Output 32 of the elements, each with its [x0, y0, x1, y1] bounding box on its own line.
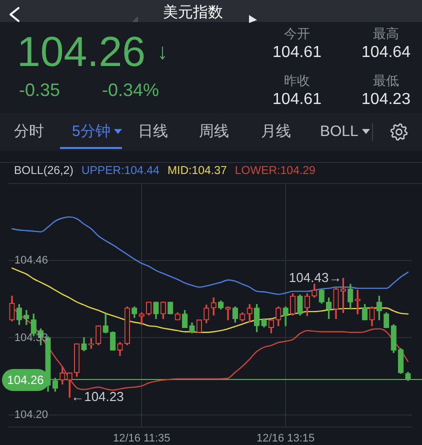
text: UPPER:104.44	[81, 165, 160, 177]
text: 104.61	[272, 91, 322, 108]
chart-title: 美元指数	[163, 4, 223, 21]
text: 104.26	[17, 28, 146, 75]
text: 今开	[284, 26, 310, 41]
text: 日线	[138, 123, 168, 140]
text: LOWER:104.29	[234, 165, 316, 177]
text: MID:104.37	[167, 165, 227, 177]
y-tick-label: 104.46	[14, 254, 48, 266]
text: 最高	[373, 26, 399, 41]
text: 周线	[199, 123, 229, 140]
x-tick-label: 12/16 11:35	[112, 432, 170, 445]
text: 104.64	[362, 44, 410, 61]
x-tick-label: 12/16 13:15	[256, 432, 315, 445]
legend-title: BOLL(26,2)	[14, 165, 74, 177]
text: -0.35	[19, 80, 60, 100]
ref-line-label: 104.26	[7, 372, 44, 387]
text: 分时	[14, 123, 44, 140]
y-tick-label: 104.20	[14, 409, 48, 422]
line-series	[11, 268, 409, 333]
text: BOLL	[320, 123, 358, 140]
text: ↓	[157, 39, 168, 64]
text: -0.34%	[102, 80, 160, 100]
annotation: 104.43→	[288, 270, 342, 285]
text: 月线	[261, 123, 291, 140]
text: 最低	[373, 73, 399, 88]
text: 5分钟	[72, 123, 110, 140]
text: 昨收	[284, 73, 310, 88]
text: 104.61	[272, 44, 322, 61]
text: 104.23	[362, 91, 410, 108]
line-series	[11, 216, 409, 295]
annotation: ←104.23	[71, 388, 124, 404]
